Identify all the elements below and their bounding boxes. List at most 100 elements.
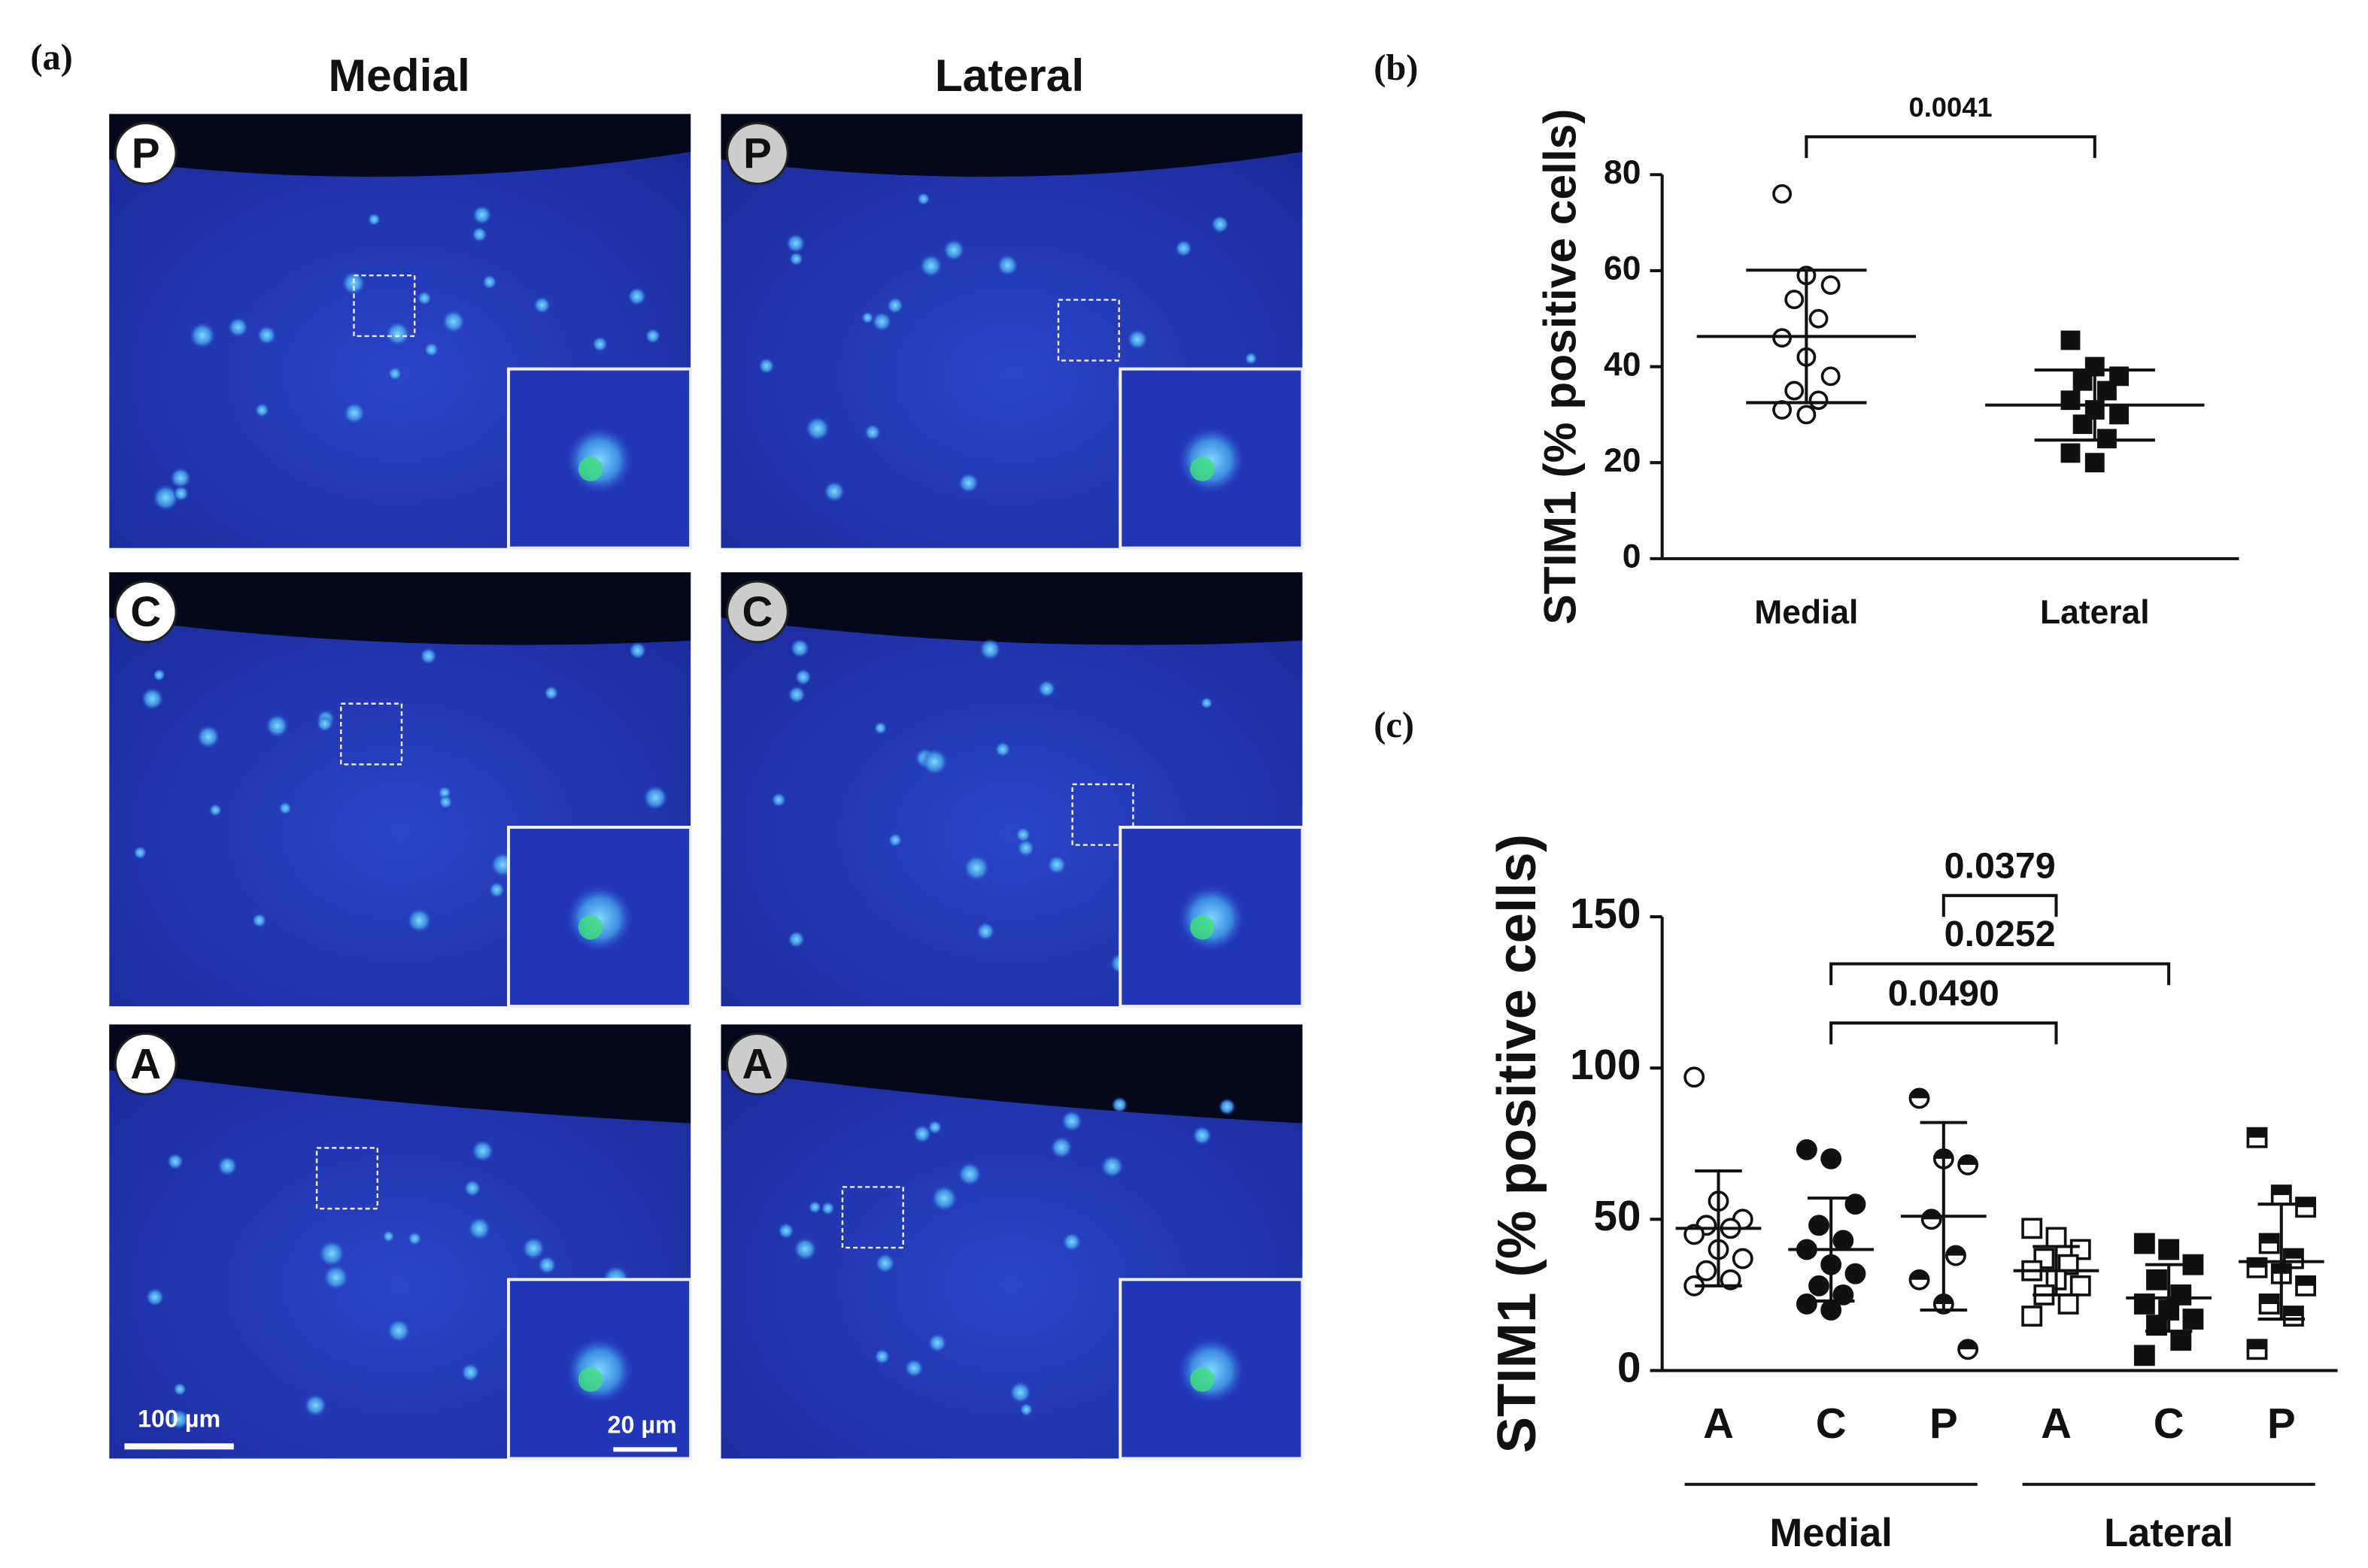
marker bbox=[2109, 366, 2129, 387]
panel-label: (b) bbox=[1374, 48, 1418, 88]
x-tick-label: C bbox=[2154, 1400, 2184, 1447]
cell bbox=[521, 1236, 545, 1260]
cell bbox=[1015, 826, 1031, 843]
inset-cell bbox=[566, 426, 633, 494]
marker bbox=[1820, 366, 1841, 387]
marker-half bbox=[2284, 1306, 2303, 1317]
cell bbox=[808, 1200, 822, 1214]
data-point bbox=[2246, 1127, 2268, 1148]
cell bbox=[196, 724, 220, 749]
inset-signal bbox=[578, 1367, 603, 1392]
cell bbox=[778, 1222, 794, 1239]
marker bbox=[1696, 1260, 1717, 1281]
cell bbox=[420, 648, 437, 665]
cell bbox=[872, 311, 892, 332]
column-title: Lateral bbox=[935, 50, 1084, 101]
tissue-edge bbox=[109, 1024, 691, 1124]
cell bbox=[217, 1156, 238, 1176]
cell bbox=[979, 638, 1001, 660]
cell bbox=[251, 913, 267, 928]
cell bbox=[265, 714, 289, 738]
marker bbox=[2045, 1227, 2067, 1248]
cell bbox=[912, 1124, 932, 1143]
row-label: P bbox=[743, 129, 772, 177]
p-value: 0.0490 bbox=[1888, 973, 1999, 1014]
cell bbox=[471, 1139, 494, 1163]
marker bbox=[2033, 1248, 2055, 1269]
marker bbox=[1820, 1148, 1842, 1169]
marker bbox=[2069, 1239, 2091, 1260]
tissue-edge bbox=[109, 572, 691, 645]
data-point bbox=[1820, 275, 1841, 295]
data-point bbox=[2069, 1239, 2091, 1260]
cell bbox=[387, 1318, 411, 1343]
marker bbox=[2072, 414, 2093, 435]
marker bbox=[2069, 1275, 2091, 1297]
cell bbox=[316, 715, 333, 732]
marker bbox=[2146, 1269, 2167, 1290]
cell bbox=[645, 328, 661, 344]
inset-signal bbox=[578, 456, 603, 481]
data-point bbox=[1796, 405, 1817, 425]
cell bbox=[931, 1184, 958, 1212]
error-bar bbox=[1920, 1121, 1968, 1312]
row-badge bbox=[114, 580, 178, 644]
cell bbox=[1061, 1232, 1082, 1252]
cell bbox=[1244, 352, 1258, 365]
y-tick-label: 0 bbox=[1623, 538, 1641, 575]
cell bbox=[861, 311, 874, 324]
group-label: Lateral bbox=[2104, 1512, 2233, 1555]
cell bbox=[963, 854, 990, 881]
cell bbox=[227, 317, 249, 338]
data-point bbox=[1844, 1263, 1866, 1284]
cell bbox=[805, 416, 830, 441]
error-bar bbox=[1695, 1169, 1742, 1287]
inset-signal bbox=[578, 915, 603, 940]
data-point bbox=[2109, 405, 2129, 425]
marker-half bbox=[2296, 1276, 2315, 1286]
data-point bbox=[1957, 1339, 1979, 1360]
cell bbox=[642, 784, 669, 811]
y-tick-label: 20 bbox=[1604, 442, 1641, 479]
cell bbox=[1111, 1096, 1128, 1113]
data-point bbox=[1957, 1154, 1979, 1175]
cell bbox=[257, 325, 277, 345]
cell bbox=[382, 1230, 395, 1243]
data-point bbox=[2021, 1306, 2043, 1327]
marker bbox=[2109, 405, 2129, 425]
row-label: P bbox=[132, 129, 160, 177]
data-point bbox=[2072, 414, 2093, 435]
marker bbox=[2060, 443, 2081, 463]
data-point bbox=[2084, 453, 2105, 473]
cell bbox=[997, 254, 1019, 277]
row-badge bbox=[114, 122, 178, 185]
cell bbox=[304, 1394, 327, 1418]
data-point bbox=[2146, 1269, 2167, 1290]
cell bbox=[943, 238, 965, 262]
cell bbox=[1219, 1098, 1236, 1115]
y-tick-label: 40 bbox=[1604, 346, 1641, 383]
data-point bbox=[2072, 371, 2093, 391]
cell bbox=[758, 357, 775, 375]
data-point bbox=[2158, 1239, 2180, 1260]
marker bbox=[1808, 390, 1829, 411]
marker bbox=[2057, 1294, 2079, 1315]
data-point bbox=[2033, 1248, 2055, 1269]
cell bbox=[407, 1231, 422, 1246]
cell bbox=[424, 342, 439, 357]
cell bbox=[153, 669, 165, 681]
data-point bbox=[2258, 1233, 2280, 1254]
significance-bracket bbox=[1805, 135, 2096, 159]
data-point bbox=[1945, 1245, 1966, 1266]
marker bbox=[1808, 1275, 1829, 1297]
data-point bbox=[1808, 1215, 1829, 1236]
cell bbox=[472, 205, 492, 225]
marker bbox=[1796, 1294, 1817, 1315]
cell bbox=[1046, 854, 1067, 875]
cell bbox=[1061, 1110, 1083, 1133]
significance-bracket bbox=[1829, 962, 2171, 985]
roi-box bbox=[841, 1186, 904, 1249]
p-value: 0.0379 bbox=[1944, 845, 2056, 886]
cell bbox=[278, 802, 292, 815]
marker-half bbox=[2284, 1249, 2303, 1259]
